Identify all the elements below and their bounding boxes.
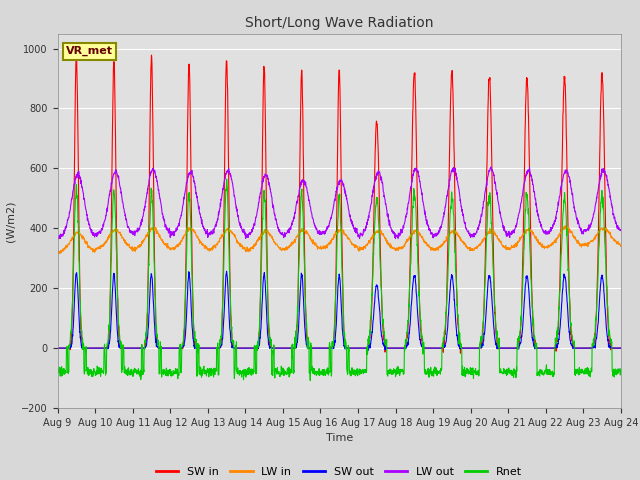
Title: Short/Long Wave Radiation: Short/Long Wave Radiation: [245, 16, 433, 30]
Y-axis label: (W/m2): (W/m2): [6, 200, 16, 241]
Legend: SW in, LW in, SW out, LW out, Rnet: SW in, LW in, SW out, LW out, Rnet: [152, 462, 527, 480]
X-axis label: Time: Time: [326, 433, 353, 443]
Text: VR_met: VR_met: [66, 46, 113, 57]
